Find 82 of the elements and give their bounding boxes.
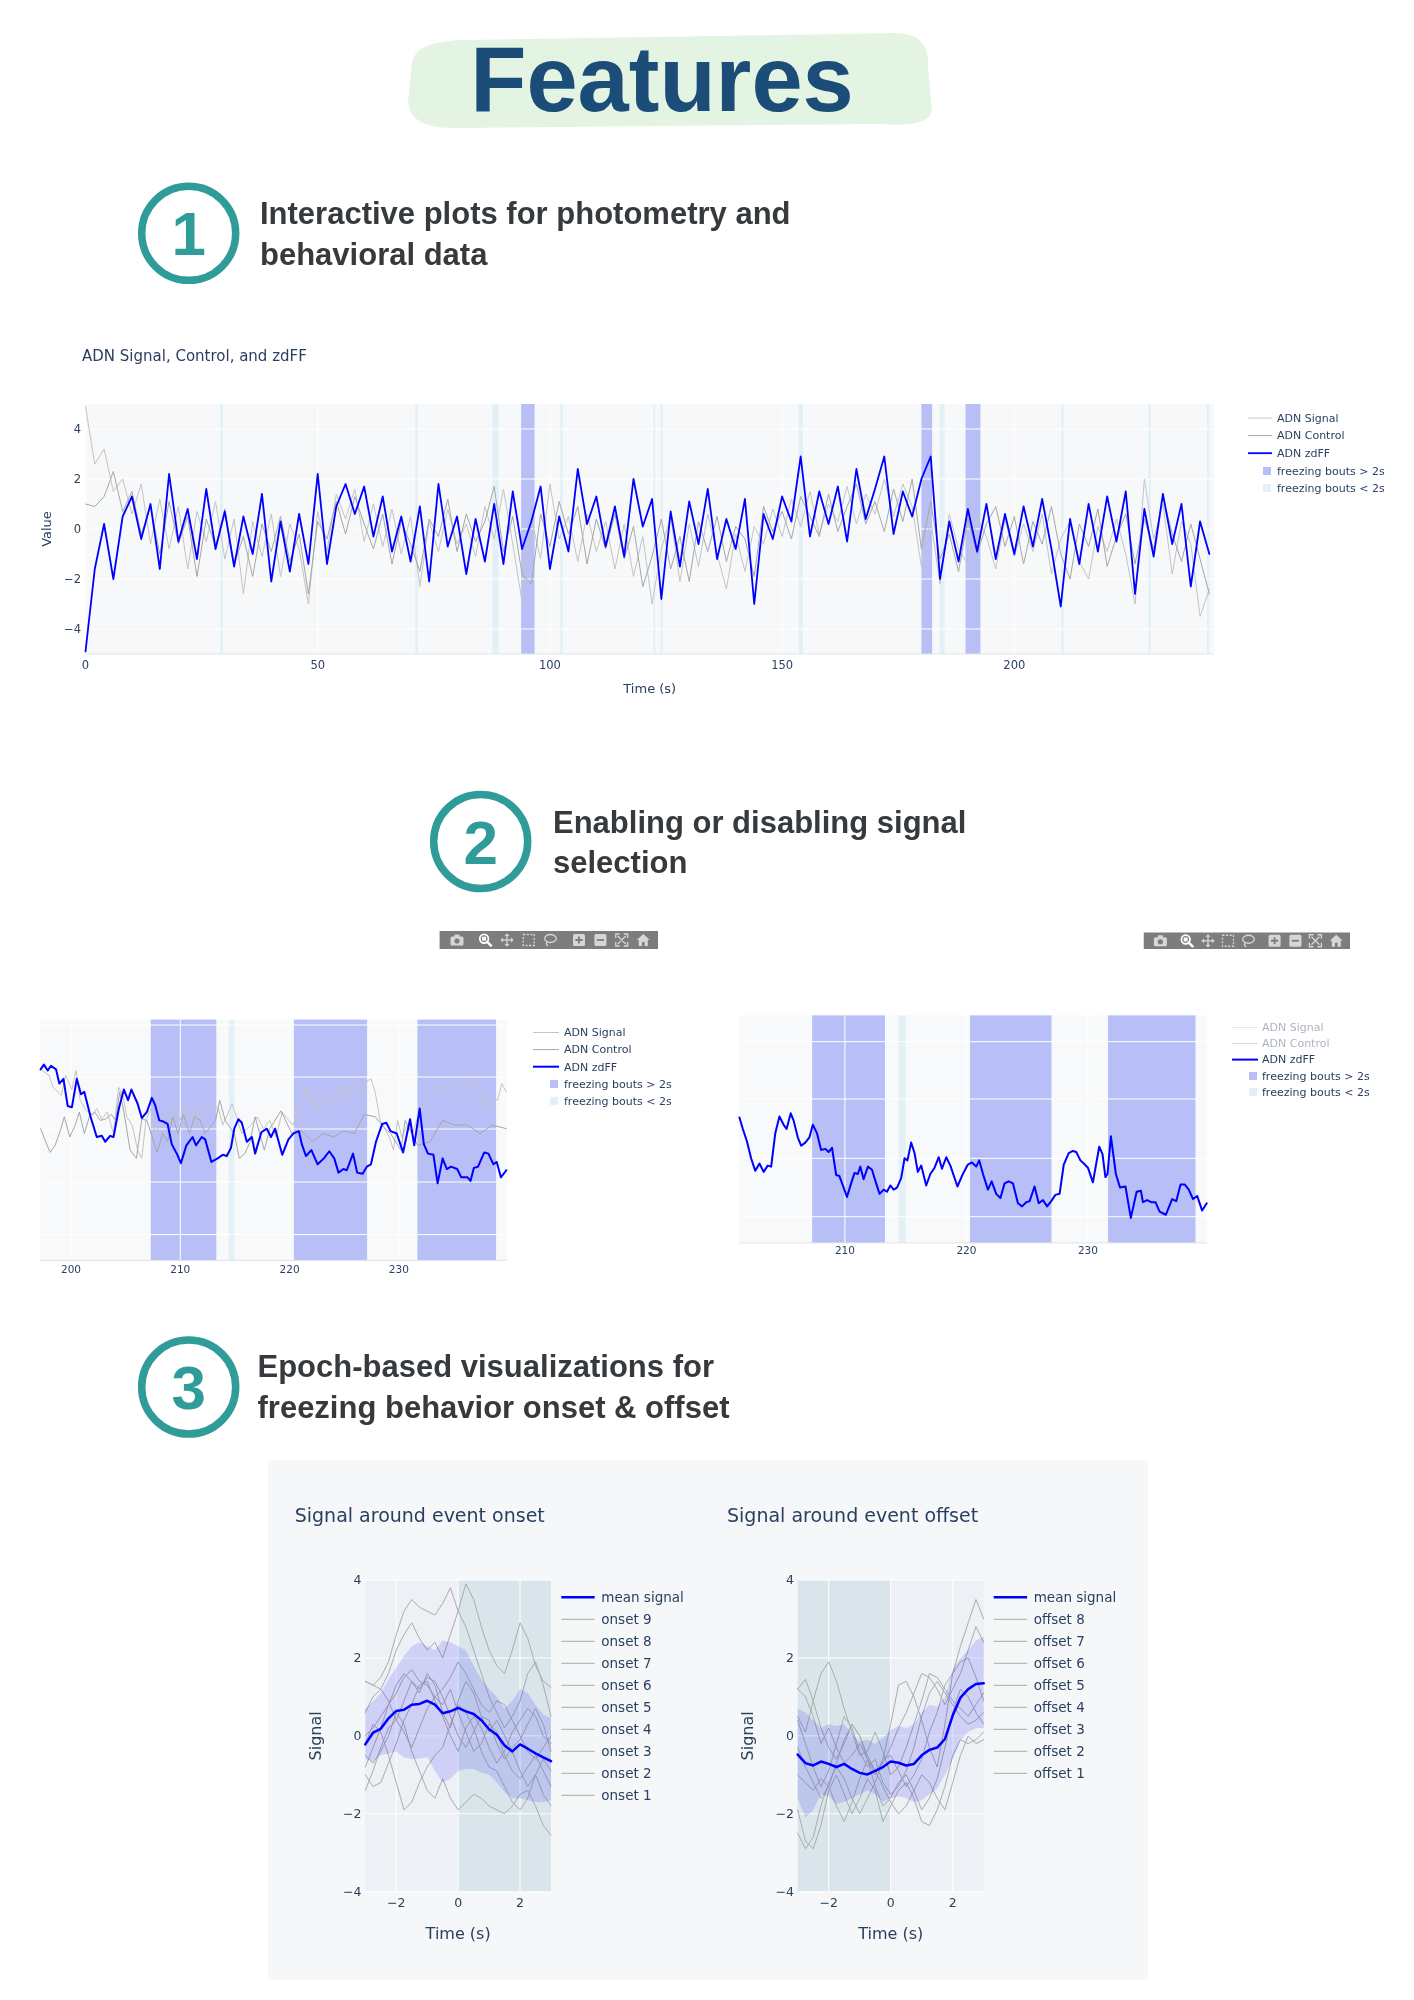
y-tick-label: 2 xyxy=(786,1650,794,1666)
x-axis-title: Time (s) xyxy=(857,1924,924,1943)
y-tick-label: −4 xyxy=(64,622,81,637)
legend-label: onset 1 xyxy=(601,1787,652,1804)
x-tick-label: 100 xyxy=(538,657,561,672)
legend-label: onset 9 xyxy=(601,1611,652,1628)
text: 1 xyxy=(171,199,206,269)
legend-label: freezing bouts > 2s xyxy=(564,1077,672,1091)
x-tick-label: 220 xyxy=(279,1262,300,1275)
legend-label: freezing bouts < 2s xyxy=(1277,482,1385,496)
chart-title: ADN Signal, Control, and zdFF xyxy=(82,347,307,365)
x-tick-label: 0 xyxy=(454,1894,463,1910)
y-tick-label: −2 xyxy=(775,1806,794,1822)
x-tick-label: −2 xyxy=(387,1894,406,1910)
y-tick-label: 2 xyxy=(353,1650,362,1666)
legend-label: onset 2 xyxy=(601,1765,652,1782)
x-tick-label: 230 xyxy=(1077,1244,1098,1256)
y-axis-title: Value xyxy=(38,511,54,547)
legend-label: ADN Control xyxy=(564,1043,632,1057)
legend-label: ADN Control xyxy=(1262,1037,1330,1051)
legend-label: onset 7 xyxy=(601,1655,652,1672)
y-tick-label: −2 xyxy=(343,1806,362,1822)
legend-label: mean signal xyxy=(601,1589,684,1606)
x-tick-label: 2 xyxy=(948,1894,957,1910)
text: 2 xyxy=(463,807,498,877)
legend-label: freezing bouts < 2s xyxy=(1262,1085,1370,1099)
legend-label: onset 8 xyxy=(601,1633,652,1650)
x-tick-label: 200 xyxy=(1003,657,1026,672)
y-tick-label: −4 xyxy=(775,1884,795,1900)
y-tick-label: 4 xyxy=(73,422,81,437)
x-tick-label: 230 xyxy=(388,1262,409,1275)
legend-label: onset 6 xyxy=(601,1677,652,1694)
x-tick-label: 210 xyxy=(834,1244,855,1256)
text: Interactive plots for photometry and behavioral data xyxy=(260,196,791,272)
legend-label: freezing bouts > 2s xyxy=(1277,464,1385,478)
x-tick-label: 210 xyxy=(170,1262,191,1275)
legend-label: freezing bouts > 2s xyxy=(1262,1069,1370,1083)
text: Enabling or disabling signal selection xyxy=(553,804,967,881)
y-tick-label: 4 xyxy=(353,1572,362,1588)
y-tick-label: −2 xyxy=(64,572,81,587)
legend-label: offset 6 xyxy=(1033,1655,1085,1672)
legend-label: ADN zdFF xyxy=(564,1060,618,1074)
y-tick-label: 2 xyxy=(73,472,81,487)
x-tick-label: 50 xyxy=(310,657,326,672)
text: Epoch-based visualizations for freezing behavior onset & offset xyxy=(257,1349,730,1425)
y-tick-label: 0 xyxy=(73,522,81,537)
chart-title: Signal around event offset xyxy=(727,1504,979,1526)
x-tick-label: 220 xyxy=(956,1244,977,1256)
legend-label: ADN Signal xyxy=(564,1026,626,1040)
legend-label: onset 5 xyxy=(601,1699,652,1716)
text: Features xyxy=(470,28,854,130)
y-tick-label: −4 xyxy=(343,1884,362,1900)
legend-label: freezing bouts < 2s xyxy=(564,1094,672,1108)
legend-label: mean signal xyxy=(1033,1589,1117,1606)
legend-label: offset 2 xyxy=(1033,1743,1085,1760)
chart-title: Signal around event onset xyxy=(294,1504,545,1526)
x-tick-label: 2 xyxy=(516,1894,525,1910)
legend-label: offset 4 xyxy=(1033,1699,1085,1716)
x-tick-label: 150 xyxy=(771,657,794,672)
text: 3 xyxy=(171,1353,206,1422)
legend-label: offset 3 xyxy=(1033,1721,1085,1738)
legend-label: ADN Signal xyxy=(1277,411,1339,425)
legend-label: onset 3 xyxy=(601,1743,652,1760)
legend-label: offset 8 xyxy=(1033,1611,1085,1628)
legend-label: ADN zdFF xyxy=(1262,1053,1316,1067)
x-axis-title: Time (s) xyxy=(622,681,677,696)
legend-label: offset 1 xyxy=(1033,1765,1085,1782)
legend-label: offset 7 xyxy=(1033,1633,1085,1650)
legend-label: onset 4 xyxy=(601,1721,652,1738)
y-tick-label: 4 xyxy=(786,1572,795,1588)
x-tick-label: −2 xyxy=(819,1894,838,1910)
y-axis-title: Signal xyxy=(305,1711,325,1761)
legend-label: ADN Signal xyxy=(1262,1021,1324,1035)
legend-label: ADN zdFF xyxy=(1277,447,1331,461)
y-tick-label: 0 xyxy=(786,1728,795,1744)
x-tick-label: 0 xyxy=(886,1894,895,1910)
x-tick-label: 200 xyxy=(60,1262,82,1275)
y-tick-label: 0 xyxy=(353,1728,362,1744)
x-axis-title: Time (s) xyxy=(424,1924,491,1943)
y-axis-title: Signal xyxy=(737,1711,757,1761)
legend-label: ADN Control xyxy=(1277,429,1345,443)
legend-label: offset 5 xyxy=(1033,1677,1085,1694)
